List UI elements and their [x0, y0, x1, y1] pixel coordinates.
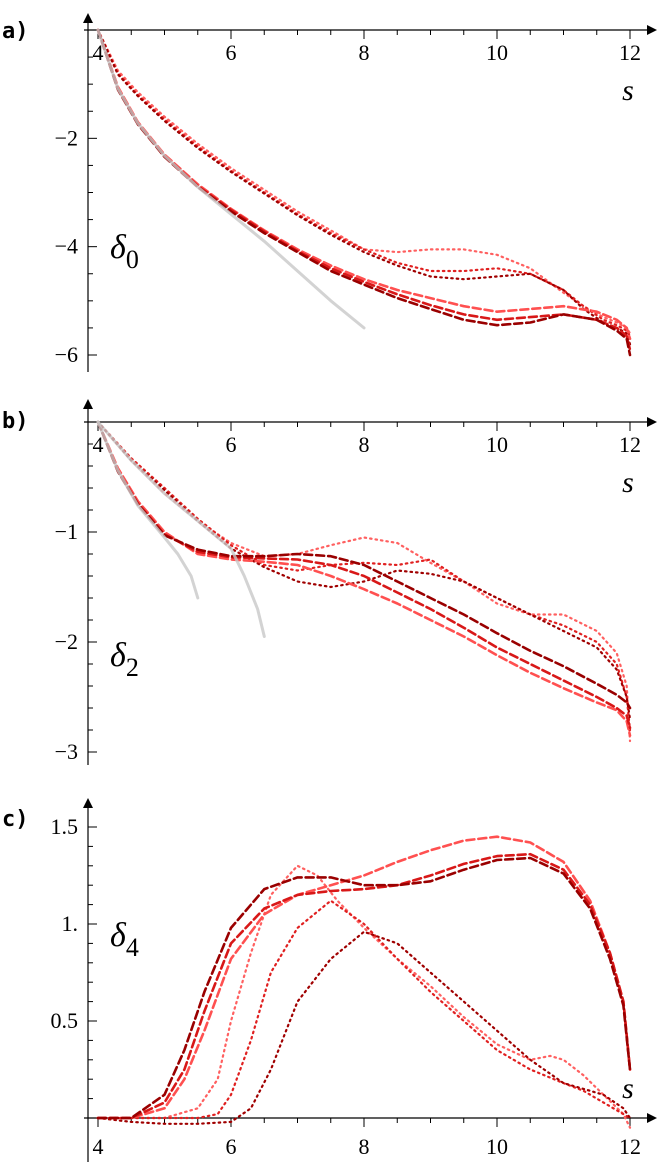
x-tick-label: 8	[359, 40, 370, 65]
series-line	[96, 28, 366, 330]
series-line	[96, 420, 632, 721]
panel-label: c)	[2, 807, 29, 832]
x-tick-label: 12	[619, 432, 641, 457]
series-line	[96, 864, 632, 1129]
panel-label: a)	[2, 19, 29, 44]
series-line	[96, 28, 632, 341]
y-tick-label: −6	[55, 342, 78, 367]
y-axis-label: δ2	[110, 637, 139, 682]
panel-b-chart: 4 6 8 10 12 −1 −2 −3 b) s δ2	[2, 399, 657, 765]
x-tick-label: 12	[619, 1134, 641, 1159]
x-tick-label: 4	[93, 40, 104, 65]
y-tick-label: 1.5	[51, 814, 79, 839]
y-axis-label: δ0	[110, 229, 139, 274]
x-tick-label: 8	[359, 1134, 370, 1159]
x-tick-label: 10	[486, 432, 508, 457]
y-tick-label: 1.	[62, 911, 79, 936]
series-line	[96, 420, 632, 737]
series-line	[96, 28, 632, 338]
x-tick-label: 6	[226, 1134, 237, 1159]
panel-label: b)	[2, 409, 29, 434]
x-axis-label: s	[622, 466, 634, 499]
x-tick-label: 12	[619, 40, 641, 65]
series-line	[96, 930, 632, 1125]
series-line	[96, 420, 200, 600]
panel-a-chart: 4 6 8 10 12 −2 −4 −6 a) s δ0	[2, 13, 657, 372]
series-line	[96, 420, 632, 732]
series-line	[96, 28, 632, 346]
x-tick-label: 10	[486, 40, 508, 65]
y-tick-label: −2	[55, 629, 78, 654]
y-tick-label: −1	[55, 519, 78, 544]
panel-c-chart: 4 6 8 10 12 0.5 1. 1.5 c) s δ4	[2, 798, 657, 1162]
y-tick-label: 0.5	[51, 1008, 79, 1033]
x-tick-label: 10	[486, 1134, 508, 1159]
x-tick-label: 4	[93, 1134, 104, 1159]
x-axis-label: s	[622, 74, 634, 107]
series-line	[96, 856, 632, 1120]
x-axis-label: s	[622, 1072, 634, 1105]
series-line	[96, 835, 632, 1120]
y-tick-label: −3	[55, 739, 78, 764]
x-tick-label: 8	[359, 432, 370, 457]
y-tick-label: −4	[55, 234, 78, 259]
x-tick-label: 4	[93, 432, 104, 457]
series-line	[96, 899, 632, 1120]
series-line	[96, 420, 266, 638]
series-line	[96, 852, 632, 1120]
series-line	[96, 28, 632, 351]
x-tick-label: 6	[226, 40, 237, 65]
series-line	[96, 28, 632, 335]
y-axis-label: δ4	[110, 917, 139, 962]
series-line	[96, 420, 632, 710]
series-line	[96, 420, 632, 743]
x-tick-label: 6	[226, 432, 237, 457]
y-tick-label: −2	[55, 125, 78, 150]
